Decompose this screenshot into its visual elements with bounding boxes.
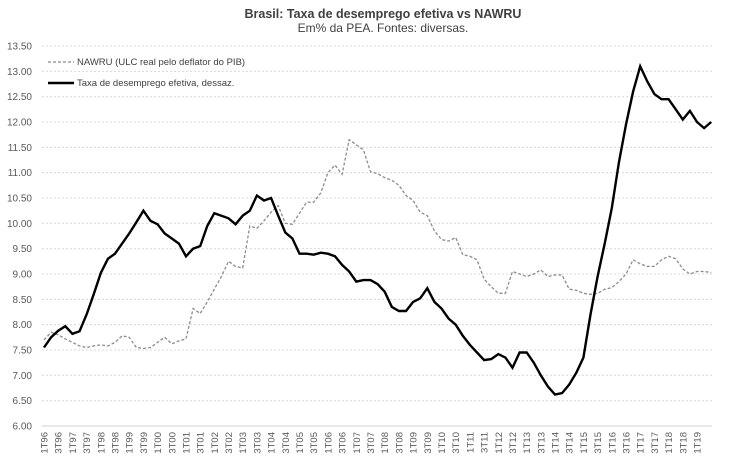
- x-tick-label: 3T01: [196, 432, 207, 454]
- x-tick-label: 1T97: [68, 432, 79, 454]
- x-tick-label: 3T03: [252, 432, 263, 454]
- y-tick-label: 8.00: [13, 320, 33, 331]
- x-tick-label: 3T16: [622, 432, 633, 454]
- series-line-effective-rate: [43, 62, 712, 396]
- x-tick-label: 3T07: [366, 432, 377, 454]
- x-tick-label: 1T19: [693, 432, 704, 454]
- x-tick-label: 1T11: [465, 432, 476, 453]
- x-tick-label: 1T12: [494, 432, 505, 454]
- x-tick-label: 3T11: [480, 432, 491, 453]
- y-tick-label: 9.00: [13, 270, 33, 281]
- chart-subtitle: Em% da PEA. Fontes: diversas.: [298, 21, 469, 35]
- x-tick-label: 1T15: [579, 432, 590, 454]
- series-line-nawru: [43, 138, 712, 350]
- legend-label-nawru: NAWRU (ULC real pelo deflator do PIB): [77, 57, 245, 68]
- x-tick-label: 3T02: [224, 432, 235, 454]
- chart-title: Brasil: Taxa de desemprego efetiva vs NA…: [245, 7, 522, 21]
- y-tick-label: 8.50: [13, 295, 33, 306]
- x-tick-label: 1T99: [125, 432, 136, 454]
- x-tick-label: 3T99: [139, 432, 150, 454]
- y-tick-label: 12.00: [7, 118, 32, 129]
- x-tick-label: 3T10: [451, 432, 462, 454]
- x-tick-label: 1T09: [409, 432, 420, 454]
- x-tick-label: 1T01: [181, 432, 192, 454]
- x-tick-label: 1T07: [352, 432, 363, 454]
- y-tick-label: 10.00: [7, 219, 32, 230]
- x-tick-label: 1T13: [522, 432, 533, 454]
- x-tick-label: 3T04: [281, 432, 292, 454]
- x-tick-label: 3T05: [309, 432, 320, 454]
- legend: NAWRU (ULC real pelo deflator do PIB) Ta…: [48, 57, 245, 89]
- legend-label-effective-rate: Taxa de desemprego efetiva, dessaz.: [77, 78, 234, 89]
- y-tick-label: 12.50: [7, 92, 32, 103]
- x-tick-label: 1T96: [40, 432, 51, 454]
- x-tick-label: 3T13: [536, 432, 547, 454]
- x-tick-label: 1T16: [607, 432, 618, 454]
- x-tick-label: 3T08: [394, 432, 405, 454]
- x-tick-label: 3T17: [650, 432, 661, 454]
- x-tick-label: 3T96: [54, 432, 65, 454]
- x-tick-label: 3T98: [110, 432, 121, 454]
- y-tick-label: 7.00: [13, 371, 33, 382]
- gridlines: [42, 45, 712, 427]
- x-tick-label: 1T06: [323, 432, 334, 454]
- x-tick-label: 3T15: [593, 432, 604, 454]
- x-tick-label: 1T05: [295, 432, 306, 454]
- x-tick-label: 1T00: [153, 432, 164, 454]
- x-tick-label: 3T12: [508, 432, 519, 454]
- x-tick-label: 1T10: [437, 432, 448, 454]
- y-tick-label: 7.50: [13, 346, 33, 357]
- x-tick-label: 3T00: [167, 432, 178, 454]
- y-tick-label: 6.50: [13, 396, 33, 407]
- y-tick-label: 10.50: [7, 194, 32, 205]
- x-tick-label: 3T09: [423, 432, 434, 454]
- x-tick-label: 1T98: [96, 432, 107, 454]
- x-tick-label: 1T08: [380, 432, 391, 454]
- y-axis-ticks: 6.00 6.50 7.00 7.50 8.00 8.50 9.00 9.50 10.00 10.…: [7, 42, 32, 433]
- x-tick-label: 3T97: [82, 432, 93, 454]
- y-tick-label: 13.50: [7, 42, 32, 53]
- y-tick-label: 13.00: [7, 67, 32, 78]
- y-tick-label: 9.50: [13, 244, 33, 255]
- x-axis-ticks: 1T96 3T96 1T97 3T97 1T98 3T98 1T99 3T99 1T00 3T00…: [40, 432, 704, 454]
- x-tick-label: 3T14: [565, 432, 576, 454]
- y-tick-label: 11.50: [8, 143, 33, 154]
- x-tick-label: 1T03: [238, 432, 249, 454]
- x-tick-label: 1T02: [210, 432, 221, 454]
- x-tick-label: 1T17: [636, 432, 647, 454]
- x-tick-label: 1T04: [267, 432, 278, 454]
- x-tick-label: 1T18: [664, 432, 675, 454]
- y-tick-label: 11.00: [8, 168, 33, 179]
- series-lines: [43, 62, 712, 396]
- x-tick-label: 3T06: [338, 432, 349, 454]
- x-tick-label: 3T18: [678, 432, 689, 454]
- x-tick-label: 1T14: [551, 432, 562, 454]
- y-tick-label: 6.00: [13, 422, 33, 433]
